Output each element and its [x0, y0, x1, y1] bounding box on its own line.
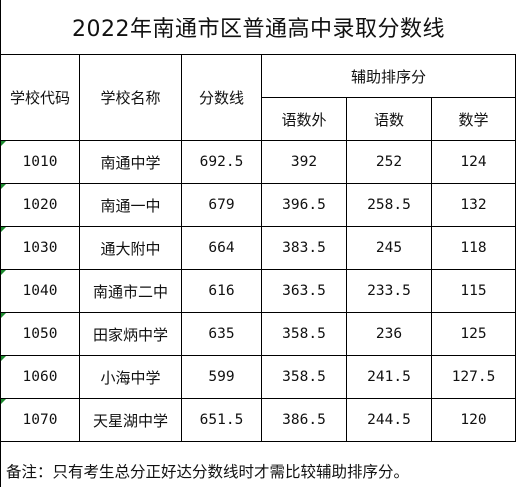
- cell-yushu[interactable]: 236: [346, 312, 432, 356]
- cell-shuxue[interactable]: 120: [430, 398, 517, 442]
- cell-code-text: 1010: [22, 154, 58, 170]
- cell-yushuwai[interactable]: 396.5: [261, 183, 347, 227]
- cell-marker-icon: [1, 141, 6, 146]
- cell-code[interactable]: 1030: [0, 226, 80, 270]
- cell-score[interactable]: 599: [181, 355, 262, 399]
- cell-yushu[interactable]: 252: [346, 140, 432, 184]
- cell-code[interactable]: 1040: [0, 269, 80, 313]
- cell-yushu[interactable]: 258.5: [346, 183, 432, 227]
- cell-shuxue[interactable]: 115: [430, 269, 517, 313]
- cell-yushu[interactable]: 245: [346, 226, 432, 270]
- cell-code[interactable]: 1010: [0, 140, 80, 184]
- header-name[interactable]: 学校名称: [79, 54, 182, 141]
- cell-code[interactable]: 1060: [0, 355, 80, 399]
- cell-score[interactable]: 635: [181, 312, 262, 356]
- cell-yushuwai[interactable]: 363.5: [261, 269, 347, 313]
- cell-yushuwai[interactable]: 386.5: [261, 398, 347, 442]
- cell-yushu[interactable]: 241.5: [346, 355, 432, 399]
- cell-code-text: 1040: [22, 283, 58, 299]
- cell-name[interactable]: 南通市二中: [79, 269, 182, 313]
- cell-code-text: 1050: [22, 326, 58, 342]
- cell-shuxue[interactable]: 125: [430, 312, 517, 356]
- cell-marker-icon: [1, 270, 6, 275]
- cell-score[interactable]: 651.5: [181, 398, 262, 442]
- cell-code-text: 1060: [22, 369, 58, 385]
- subheader-row: 语数外 语数 数学: [1, 97, 517, 141]
- cell-yushu[interactable]: 244.5: [346, 398, 432, 442]
- table-row: 1030 通大附中 664 383.5 245 118: [0, 226, 517, 270]
- score-table: 学校代码 学校名称 分数线 辅助排序分 语数外 语数 数学 1010 南通中学 …: [0, 54, 517, 442]
- cell-marker-icon: [1, 227, 6, 232]
- table-row: 1010 南通中学 692.5 392 252 124: [0, 140, 517, 184]
- cell-marker-icon: [1, 313, 6, 318]
- header-yushu[interactable]: 语数: [346, 97, 432, 141]
- header-shuxue[interactable]: 数学: [430, 97, 517, 141]
- cell-name[interactable]: 通大附中: [79, 226, 182, 270]
- cell-shuxue[interactable]: 132: [430, 183, 517, 227]
- table-row: 1060 小海中学 599 358.5 241.5 127.5: [0, 355, 517, 399]
- cell-name[interactable]: 天星湖中学: [79, 398, 182, 442]
- cell-yushuwai[interactable]: 358.5: [261, 355, 347, 399]
- header-code[interactable]: 学校代码: [0, 54, 80, 141]
- cell-code-text: 1070: [22, 412, 58, 428]
- cell-yushu[interactable]: 233.5: [346, 269, 432, 313]
- cell-code[interactable]: 1070: [0, 398, 80, 442]
- cell-score[interactable]: 692.5: [181, 140, 262, 184]
- cell-name[interactable]: 南通一中: [79, 183, 182, 227]
- cell-code-text: 1030: [22, 240, 58, 256]
- cell-name[interactable]: 小海中学: [79, 355, 182, 399]
- header-aux-group[interactable]: 辅助排序分: [260, 54, 517, 98]
- cell-name[interactable]: 田家炳中学: [79, 312, 182, 356]
- cell-marker-icon: [1, 356, 6, 361]
- cell-marker-icon: [1, 184, 6, 189]
- cell-score[interactable]: 664: [181, 226, 262, 270]
- header-yushuwai[interactable]: 语数外: [261, 97, 347, 141]
- table-row: 1020 南通一中 679 396.5 258.5 132: [0, 183, 517, 227]
- cell-code[interactable]: 1050: [0, 312, 80, 356]
- page-title: 2022年南通市区普通高中录取分数线: [72, 17, 445, 42]
- cell-name[interactable]: 南通中学: [79, 140, 182, 184]
- cell-yushuwai[interactable]: 383.5: [261, 226, 347, 270]
- footnote: 备注：只有考生总分正好达分数线时才需比较辅助排序分。: [6, 463, 410, 481]
- cell-yushuwai[interactable]: 392: [261, 140, 347, 184]
- cell-yushuwai[interactable]: 358.5: [261, 312, 347, 356]
- table-row: 1040 南通市二中 616 363.5 233.5 115: [0, 269, 517, 313]
- cell-shuxue[interactable]: 118: [430, 226, 517, 270]
- cell-shuxue[interactable]: 124: [430, 140, 517, 184]
- table-row: 1070 天星湖中学 651.5 386.5 244.5 120: [0, 398, 517, 442]
- cell-code[interactable]: 1020: [0, 183, 80, 227]
- cell-score[interactable]: 679: [181, 183, 262, 227]
- cell-shuxue[interactable]: 127.5: [430, 355, 517, 399]
- cell-code-text: 1020: [22, 197, 58, 213]
- cell-marker-icon: [1, 399, 6, 404]
- header-row: 学校代码 学校名称 分数线 辅助排序分: [0, 54, 517, 141]
- header-score[interactable]: 分数线: [181, 54, 262, 141]
- cell-score[interactable]: 616: [181, 269, 262, 313]
- table-row: 1050 田家炳中学 635 358.5 236 125: [0, 312, 517, 356]
